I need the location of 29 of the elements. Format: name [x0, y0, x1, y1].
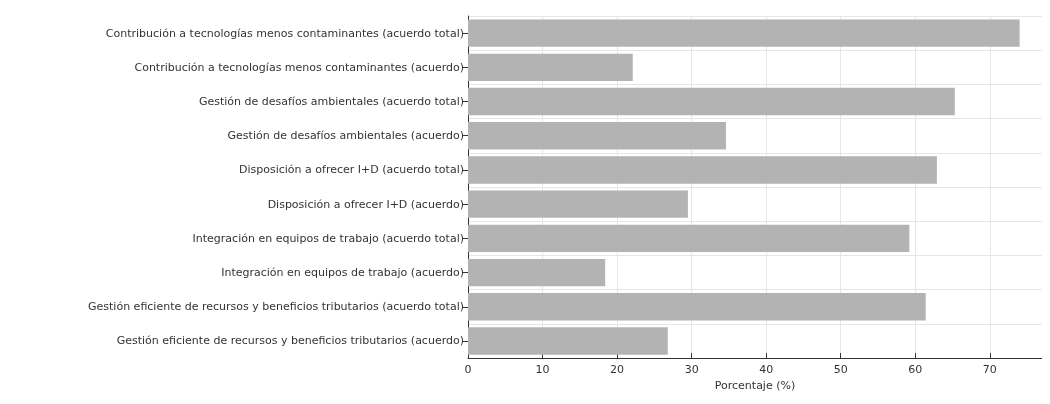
x-axis-title: Porcentaje (%) [714, 379, 796, 392]
bar [468, 224, 910, 253]
y-tick-label: Disposición a ofrecer I+D (acuerdo) [267, 197, 464, 211]
x-tick-label: 0 [464, 363, 472, 377]
bar [468, 87, 955, 116]
x-tick-label: 70 [982, 363, 997, 377]
y-tick-label: Gestión de desafíos ambientales (acuerdo total) [198, 95, 464, 109]
x-tick-label: 10 [535, 363, 550, 377]
y-tick-label: Integración en equipos de trabajo (acuerdo) [221, 266, 464, 280]
y-tick-label: Gestión de desafíos ambientales (acuerdo) [227, 129, 464, 143]
bar [468, 327, 668, 355]
bar [468, 156, 937, 184]
x-tick-label: 30 [684, 363, 699, 377]
y-tick-label: Gestión eficiente de recursos y beneficios tributarios (acuerdo total) [88, 300, 464, 314]
y-tick-label: Contribución a tecnologías menos contaminantes (acuerdo total) [105, 26, 464, 40]
x-tick-label: 60 [908, 363, 923, 377]
y-tick-label: Contribución a tecnologías menos contaminantes (acuerdo) [134, 60, 464, 74]
bar [468, 190, 688, 218]
bar [468, 19, 1020, 47]
bar [468, 293, 926, 321]
bar [468, 53, 633, 81]
bar [468, 258, 606, 287]
x-tick-label: 40 [759, 363, 774, 377]
y-tick-label: Disposición a ofrecer I+D (acuerdo total) [238, 163, 464, 177]
y-tick-label: Gestión eficiente de recursos y beneficios tributarios (acuerdo) [116, 334, 464, 348]
bar [468, 122, 726, 150]
x-tick-label: 50 [833, 363, 848, 377]
y-tick-label: Integración en equipos de trabajo (acuerdo total) [192, 231, 464, 245]
x-tick-label: 20 [610, 363, 625, 377]
